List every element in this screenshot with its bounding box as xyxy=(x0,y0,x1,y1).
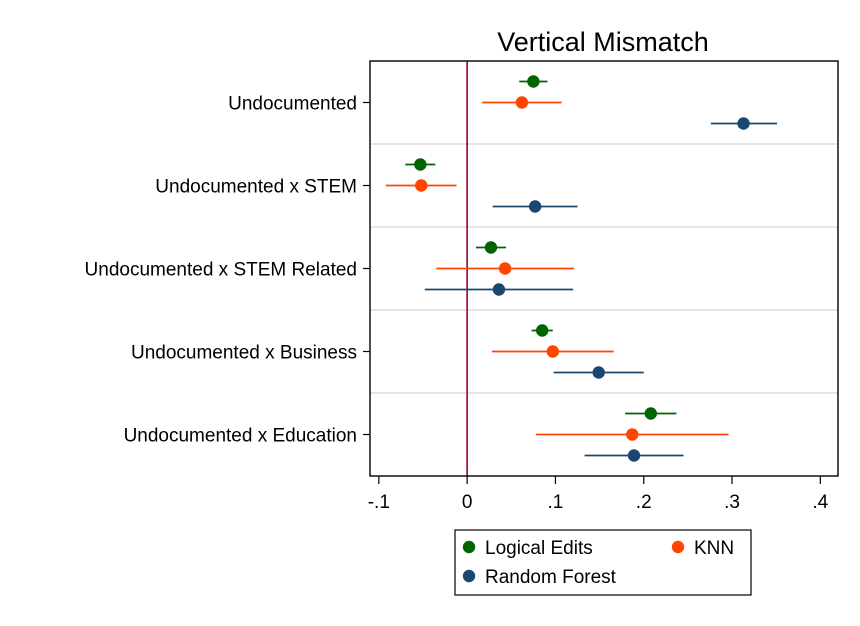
y-tick-label: Undocumented x STEM xyxy=(155,177,357,198)
chart-title: Vertical Mismatch xyxy=(497,27,709,57)
x-tick-label: .2 xyxy=(636,492,652,513)
legend-label: KNN xyxy=(694,538,734,559)
legend-item: Logical Edits xyxy=(462,538,593,559)
legend-marker xyxy=(462,540,476,554)
y-tick-label: Undocumented x STEM Related xyxy=(85,260,357,281)
y-tick-label: Undocumented x Education xyxy=(124,426,357,447)
x-tick-label: -.1 xyxy=(368,492,390,513)
series-random-forest xyxy=(424,117,778,462)
legend-box xyxy=(454,529,752,596)
point-marker xyxy=(626,428,639,441)
point-marker xyxy=(592,366,605,379)
x-tick-label: .4 xyxy=(812,492,828,513)
point-marker xyxy=(737,117,750,130)
y-tick-label: Undocumented x Business xyxy=(131,343,357,364)
legend: Logical Edits KNN Random Forest xyxy=(454,529,752,596)
point-marker xyxy=(415,179,428,192)
point-marker xyxy=(535,324,549,337)
point-marker xyxy=(492,283,506,296)
point-marker xyxy=(546,345,559,358)
plot-area xyxy=(369,60,839,477)
point-marker xyxy=(644,407,657,420)
legend-marker xyxy=(462,569,476,583)
series-logical-edits xyxy=(405,75,677,420)
x-tick-label: .1 xyxy=(548,492,564,513)
y-axis: Undocumented Undocumented x STEM Undocumen… xyxy=(85,94,370,447)
legend-label: Logical Edits xyxy=(485,538,593,559)
point-marker xyxy=(414,158,427,171)
legend-marker xyxy=(671,540,685,554)
point-marker xyxy=(484,241,498,254)
legend-label: Random Forest xyxy=(485,567,617,588)
x-tick-label: 0 xyxy=(462,492,473,513)
point-marker xyxy=(515,96,529,109)
legend-item: Random Forest xyxy=(462,567,617,588)
point-marker xyxy=(627,449,641,462)
legend-item: KNN xyxy=(671,538,734,559)
point-marker xyxy=(498,262,512,275)
x-axis: -.1 0 .1 .2 .3 .4 xyxy=(368,476,829,513)
series-knn xyxy=(385,96,729,441)
point-marker xyxy=(528,200,542,213)
point-marker xyxy=(527,75,540,88)
y-tick-label: Undocumented xyxy=(228,94,357,115)
x-tick-label: .3 xyxy=(724,492,740,513)
